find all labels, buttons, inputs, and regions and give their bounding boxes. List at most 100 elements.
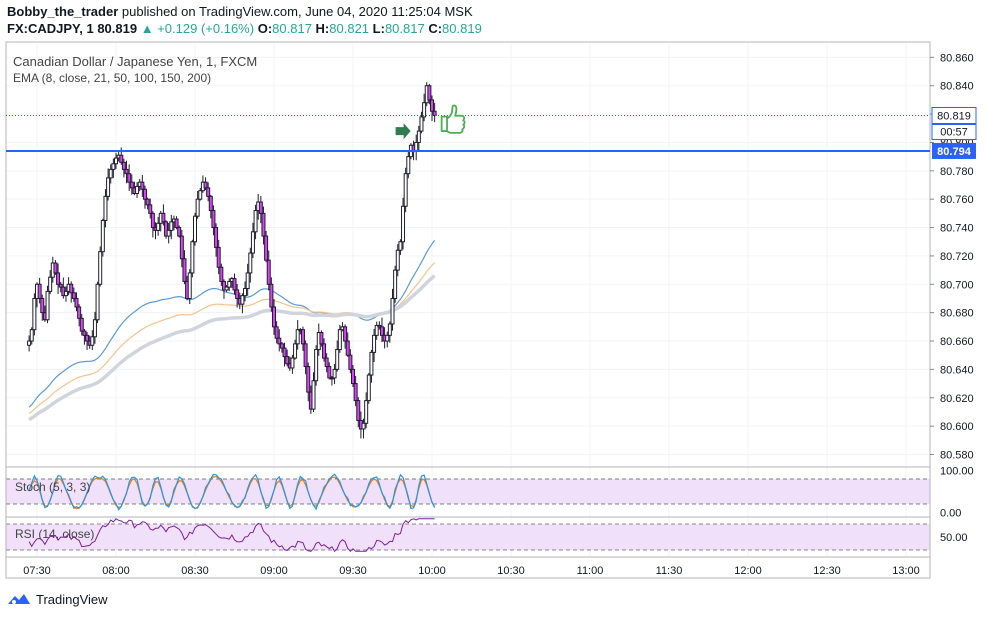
candle-body: [432, 110, 437, 116]
time-tick-label: 13:00: [892, 565, 920, 577]
candle: [285, 349, 290, 367]
candle: [127, 164, 132, 191]
candle-body: [208, 195, 213, 212]
candle-body: [69, 283, 74, 294]
candle-body: [29, 329, 34, 342]
arrow-right-icon[interactable]: [395, 123, 411, 140]
time-tick-label: 07:30: [23, 565, 51, 577]
candle: [169, 214, 174, 240]
candle: [129, 174, 134, 195]
candle-body: [351, 368, 355, 385]
candle-body: [79, 317, 84, 332]
candle-body: [142, 188, 147, 200]
candle-body: [277, 337, 282, 345]
price-tick-label: 80.680: [940, 308, 974, 320]
candle: [351, 365, 355, 387]
countdown-text: 00:57: [940, 127, 968, 139]
candle: [324, 353, 329, 373]
candle: [232, 273, 237, 295]
candle: [56, 263, 61, 294]
candle-body: [314, 349, 319, 382]
price-axis[interactable]: 80.86080.84080.82080.80080.78080.76080.7…: [930, 52, 974, 544]
candle-body: [248, 252, 253, 274]
stoch-lines: [28, 473, 436, 511]
candle-body: [393, 269, 398, 299]
candle-body: [264, 235, 269, 261]
candle: [337, 324, 342, 353]
ohlc-header: FX:CADJPY, 1 80.819 ▲ +0.129 (+0.16%) O:…: [7, 21, 482, 36]
candle: [277, 329, 282, 352]
candle: [74, 292, 79, 312]
candle-body: [422, 102, 427, 118]
candle-body: [387, 323, 392, 336]
candle: [422, 93, 427, 122]
candle: [40, 294, 45, 321]
candle-body: [282, 347, 287, 358]
candle: [150, 211, 155, 238]
countdown-tag: [931, 124, 977, 140]
candle-body: [161, 212, 166, 223]
candle-body: [258, 201, 263, 214]
level-price-tag: [932, 142, 976, 159]
candle: [69, 281, 74, 303]
candle-body: [385, 334, 390, 342]
low-label: L:: [372, 21, 385, 36]
candle-body: [303, 343, 308, 368]
candle-body: [324, 357, 329, 368]
candle: [361, 418, 366, 439]
candle-body: [250, 231, 255, 254]
candle-body: [403, 173, 408, 207]
author-name[interactable]: Bobby_the_trader: [7, 4, 119, 19]
candle: [306, 362, 311, 402]
close-label: C:: [428, 21, 443, 36]
price-tick-label: 80.700: [940, 279, 974, 291]
tradingview-logo-icon: [8, 594, 30, 604]
candle-body: [127, 173, 132, 183]
candle: [243, 281, 248, 302]
candle-body: [356, 400, 361, 421]
grid: [6, 42, 930, 557]
thumbs-up-icon[interactable]: [440, 104, 466, 134]
tradingview-footer[interactable]: TradingView: [6, 591, 108, 607]
candle-body: [272, 306, 276, 328]
candle-body: [106, 177, 111, 197]
candle: [327, 362, 332, 380]
candle-body: [416, 130, 421, 143]
candle-body: [71, 292, 76, 299]
candle: [106, 168, 111, 201]
candles: [27, 82, 437, 439]
candle-body: [214, 227, 219, 248]
publish-info: published on TradingView.com, June 04, 2…: [121, 4, 473, 19]
candle-body: [74, 297, 79, 308]
candle-body: [92, 319, 97, 338]
candle: [37, 277, 42, 304]
candle-body: [306, 366, 311, 393]
candle: [293, 339, 298, 360]
high-label: H:: [315, 21, 330, 36]
candle: [240, 293, 245, 314]
candle: [140, 174, 145, 197]
candle: [124, 160, 129, 184]
candle-body: [398, 241, 403, 251]
candle-body: [216, 246, 221, 268]
candle: [319, 330, 324, 347]
price-tick-label: 80.860: [940, 52, 974, 64]
candle-body: [372, 334, 377, 353]
price-tick-label: 80.600: [940, 421, 974, 433]
candle: [216, 239, 221, 275]
candle: [295, 320, 300, 350]
candle-body: [121, 161, 126, 170]
publish-header: Bobby_the_trader published on TradingVie…: [7, 4, 473, 19]
candle-body: [319, 332, 324, 345]
time-axis[interactable]: 07:30 08:00 08:30 09:00 09:30 10:00 10:30 11:00…: [23, 565, 920, 577]
candle-body: [77, 306, 82, 319]
candle: [95, 281, 100, 324]
candle-body: [190, 241, 195, 274]
candle: [269, 277, 274, 312]
candle-body: [177, 227, 182, 237]
candle-body: [219, 266, 224, 282]
candle-body: [335, 349, 340, 370]
candle: [145, 197, 150, 210]
candle: [314, 345, 319, 386]
